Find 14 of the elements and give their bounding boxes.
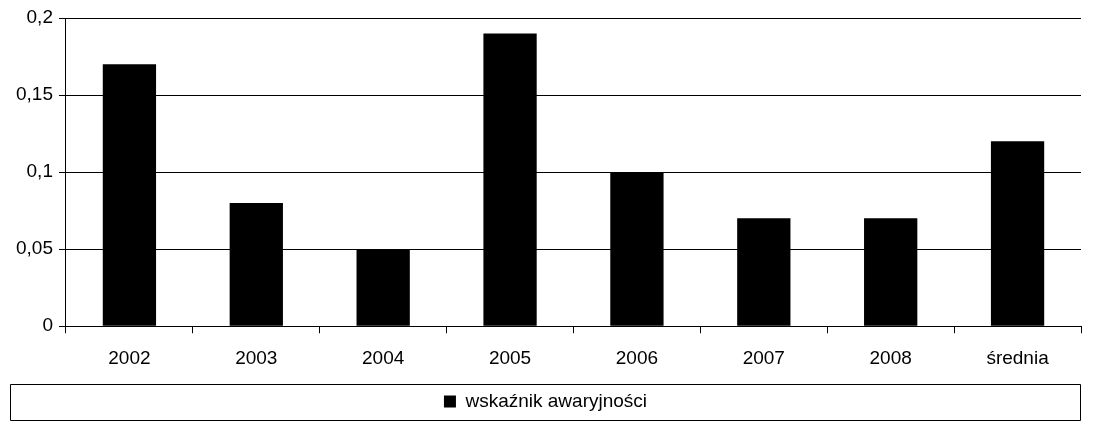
x-tick-label: 2007 — [742, 346, 785, 368]
y-tick-label: 0,05 — [16, 237, 53, 259]
x-tick-label: 2004 — [362, 346, 405, 368]
y-tick-label: 0,2 — [26, 6, 53, 28]
x-tick-label: 2008 — [869, 346, 912, 368]
y-tick-label: 0,1 — [26, 160, 53, 182]
x-tick-label: 2006 — [615, 346, 659, 368]
legend-label: wskaźnik awaryjności — [464, 389, 648, 411]
x-tick-label: 2003 — [235, 346, 278, 368]
x-tick-label: średnia — [986, 346, 1050, 368]
y-tick-label: 0 — [42, 314, 53, 336]
x-tick-label: 2005 — [488, 346, 532, 368]
x-tick-label: 2002 — [108, 346, 151, 368]
y-tick-label: 0,15 — [16, 83, 53, 105]
